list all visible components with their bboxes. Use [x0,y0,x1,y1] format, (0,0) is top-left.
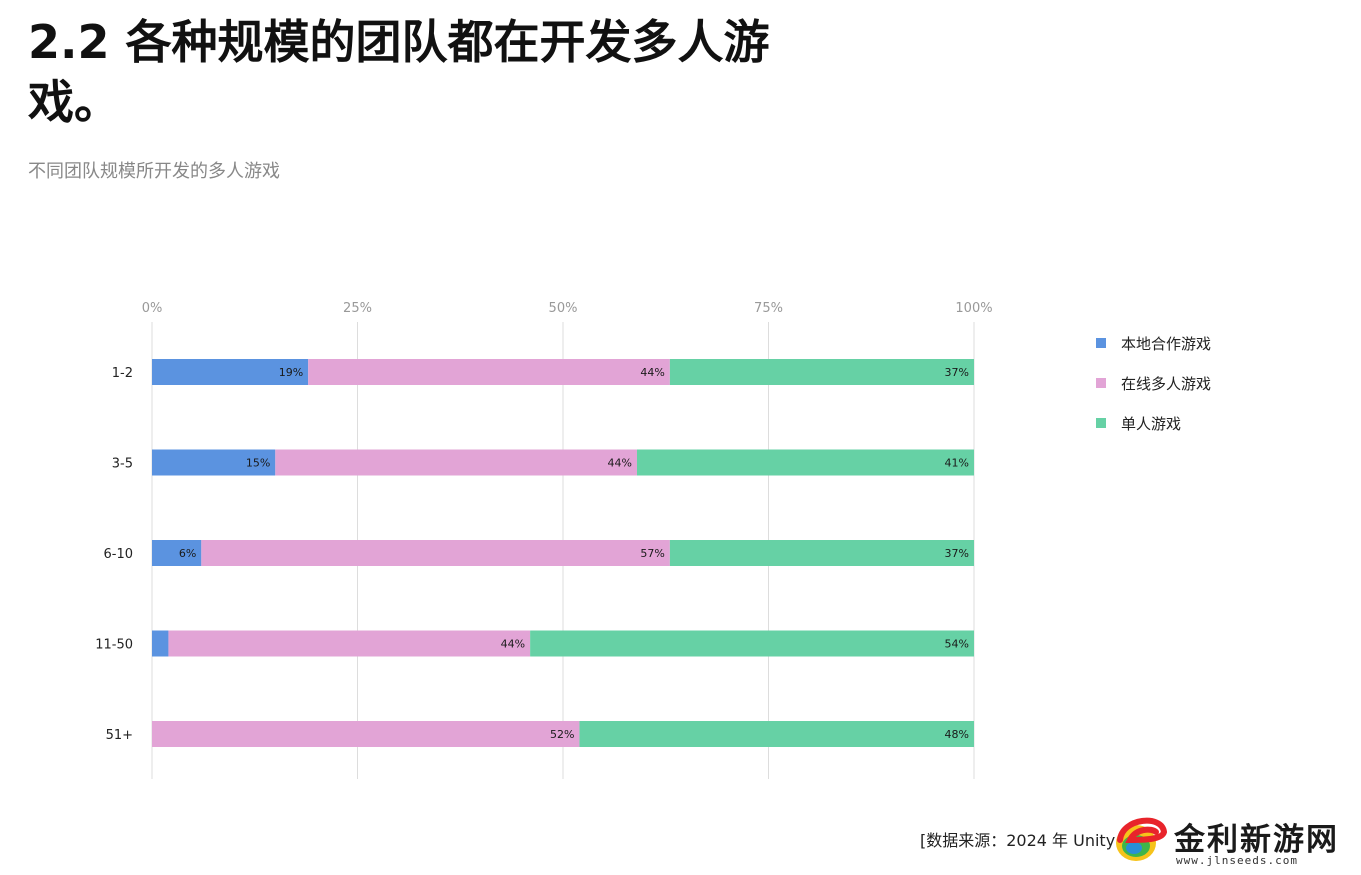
y-category-label: 6-10 [103,547,133,562]
data-label: 37% [945,547,969,560]
bar-segment [152,449,276,476]
x-tick-label: 25% [343,301,372,316]
data-label: 52% [550,728,574,741]
data-label: 19% [279,366,303,379]
legend-swatch-single-player [1096,418,1106,428]
data-label: 44% [501,638,525,651]
bar-segment [636,449,974,476]
data-label: 57% [640,547,664,560]
legend-swatch-local-coop [1096,338,1106,348]
x-tick-label: 100% [955,301,992,316]
bar-segment [152,630,169,657]
y-category-label: 51+ [106,728,133,743]
bar-segment [152,359,309,385]
legend-label-online-multiplayer: 在线多人游戏 [1121,374,1212,393]
data-label: 41% [945,457,969,470]
page-title: 2.2 各种规模的团队都在开发多人游戏。 [28,15,770,129]
data-label: 44% [640,366,664,379]
data-label: 54% [945,638,969,651]
watermark-logo-icon [1116,817,1168,861]
bar-segment [152,540,202,566]
y-category-label: 1-2 [112,366,133,381]
data-label: 6% [179,547,196,560]
y-category-label: 3-5 [112,457,133,472]
legend-label-single-player: 单人游戏 [1121,414,1182,433]
watermark-url: www.jlnseeds.com [1176,854,1298,867]
data-label: 37% [945,366,969,379]
legend-swatch-online-multiplayer [1096,378,1106,388]
legend-label-local-coop: 本地合作游戏 [1121,334,1212,353]
bar-segment [201,540,670,566]
watermark-title: 金利新游网 [1174,822,1339,858]
bar-segment [530,630,974,657]
x-tick-label: 0% [142,301,163,316]
data-source-note: [数据来源：2024 年 Unity [920,831,1116,850]
x-tick-label: 50% [549,301,578,316]
bar-segment [669,359,974,385]
bar-segment [669,540,974,566]
watermark: 金利新游网 www.jlnseeds.com [1112,810,1360,872]
data-label: 44% [608,457,632,470]
bar-segment [275,449,637,476]
legend-item-local-coop: 本地合作游戏 [1096,323,1211,363]
x-tick-label: 75% [754,301,783,316]
y-category-label: 11-50 [95,638,133,653]
page-subtitle: 不同团队规模所开发的多人游戏 [28,161,280,182]
chart-legend: 本地合作游戏 在线多人游戏 单人游戏 [1096,323,1211,443]
legend-item-online-multiplayer: 在线多人游戏 [1096,363,1211,403]
bar-segment [308,359,670,385]
legend-item-single-player: 单人游戏 [1096,403,1211,443]
bar-segment [168,630,531,657]
data-label: 48% [945,728,969,741]
bar-segment [579,721,974,747]
data-label: 15% [246,457,270,470]
bar-segment [152,721,580,747]
